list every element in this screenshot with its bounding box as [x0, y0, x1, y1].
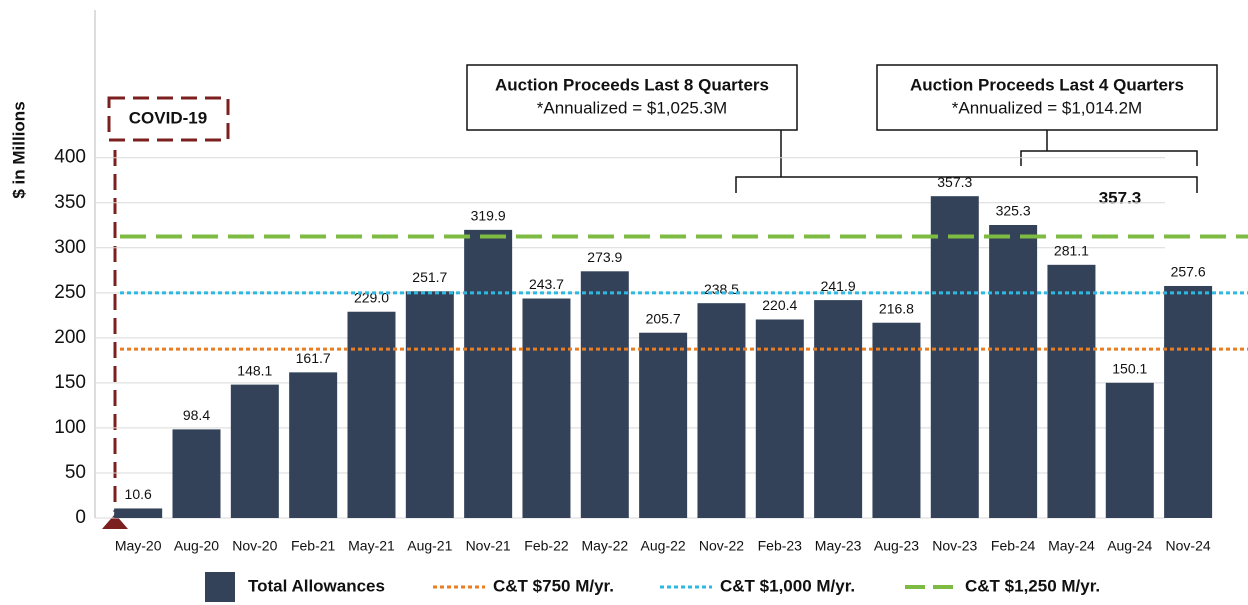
y-tick-label: 100: [54, 417, 86, 438]
bar: [464, 229, 513, 519]
annotation-title: Auction Proceeds Last 4 Quarters: [910, 75, 1184, 94]
value-label: 161.7: [296, 350, 331, 366]
bar: [230, 384, 279, 518]
bar: [1105, 382, 1154, 518]
y-tick-label: 300: [54, 237, 86, 258]
bar: [522, 298, 571, 518]
x-tick-label: Aug-20: [174, 538, 219, 554]
bar: [1164, 285, 1213, 518]
bar: [697, 303, 746, 518]
covid-marker: [102, 514, 128, 529]
x-tick-label: May-20: [115, 538, 162, 554]
value-label: 243.7: [529, 276, 564, 292]
x-tick-label: Feb-22: [524, 538, 569, 554]
legend-label: C&T $1,000 M/yr.: [720, 576, 855, 595]
value-label: 205.7: [646, 310, 681, 326]
value-label: 216.8: [879, 300, 914, 316]
value-label: 357.3: [937, 174, 972, 190]
y-tick-label: 50: [65, 462, 86, 483]
bar: [755, 319, 804, 518]
bar: [872, 322, 921, 518]
y-axis-label: $ in Millions: [9, 101, 28, 198]
annotation-subtitle: *Annualized = $1,025.3M: [537, 98, 727, 117]
y-tick-label: 0: [75, 507, 86, 528]
y-tick-label: 250: [54, 282, 86, 303]
value-label: 150.1: [1112, 361, 1147, 377]
x-tick-label: Nov-23: [932, 538, 977, 554]
x-tick-label: Nov-21: [466, 538, 511, 554]
x-tick-label: Nov-20: [232, 538, 277, 554]
bracket: [1020, 130, 1198, 166]
x-tick-label: May-24: [1048, 538, 1095, 554]
y-tick-label: 150: [54, 372, 86, 393]
x-tick-label: Feb-21: [291, 538, 336, 554]
x-tick-label: Aug-24: [1107, 538, 1152, 554]
y-tick-label: 350: [54, 192, 86, 213]
legend-label: Total Allowances: [248, 576, 385, 595]
value-label: 148.1: [237, 362, 272, 378]
covid-box: [107, 96, 230, 142]
annotation-title: Auction Proceeds Last 8 Quarters: [495, 75, 769, 94]
value-label: 319.9: [471, 208, 506, 224]
bar: [1047, 264, 1096, 518]
x-tick-label: May-21: [348, 538, 395, 554]
value-label: 238.5: [704, 281, 739, 297]
annotation-subtitle: *Annualized = $1,014.2M: [952, 98, 1142, 117]
x-tick-label: Feb-24: [991, 538, 1036, 554]
x-tick-label: Aug-21: [407, 538, 452, 554]
value-label: 241.9: [821, 278, 856, 294]
annotation-box: [466, 64, 798, 131]
bar: [289, 372, 338, 518]
y-tick-label: 200: [54, 327, 86, 348]
bracket: [735, 130, 1198, 193]
bar: [347, 311, 396, 518]
covid-label: COVID-19: [129, 108, 207, 127]
value-label: 281.1: [1054, 243, 1089, 259]
x-tick-label: May-22: [581, 538, 628, 554]
value-label: 98.4: [183, 407, 210, 423]
legend-label: C&T $1,250 M/yr.: [965, 576, 1100, 595]
value-label: 220.4: [762, 297, 797, 313]
value-label: 273.9: [587, 249, 622, 265]
bar: [814, 300, 863, 518]
bar: [639, 332, 688, 518]
x-tick-label: Feb-23: [758, 538, 803, 554]
x-tick-label: Nov-24: [1166, 538, 1211, 554]
bar: [989, 224, 1038, 518]
value-label: 10.6: [125, 486, 152, 502]
x-tick-label: May-23: [815, 538, 862, 554]
y-tick-label: 400: [54, 147, 86, 168]
x-tick-label: Aug-22: [641, 538, 686, 554]
value-label: 251.7: [412, 269, 447, 285]
bar: [580, 271, 629, 518]
bar: [405, 291, 454, 518]
x-tick-label: Nov-22: [699, 538, 744, 554]
legend-swatch: [205, 572, 235, 602]
value-label: 325.3: [996, 203, 1031, 219]
annotation-box: [876, 64, 1218, 131]
value-label: 257.6: [1171, 264, 1206, 280]
bar: [114, 508, 163, 518]
bar: [930, 196, 979, 519]
highlight-label: 357.3: [1099, 188, 1142, 207]
x-tick-label: Aug-23: [874, 538, 919, 554]
legend-label: C&T $750 M/yr.: [493, 576, 614, 595]
bar: [172, 429, 221, 518]
